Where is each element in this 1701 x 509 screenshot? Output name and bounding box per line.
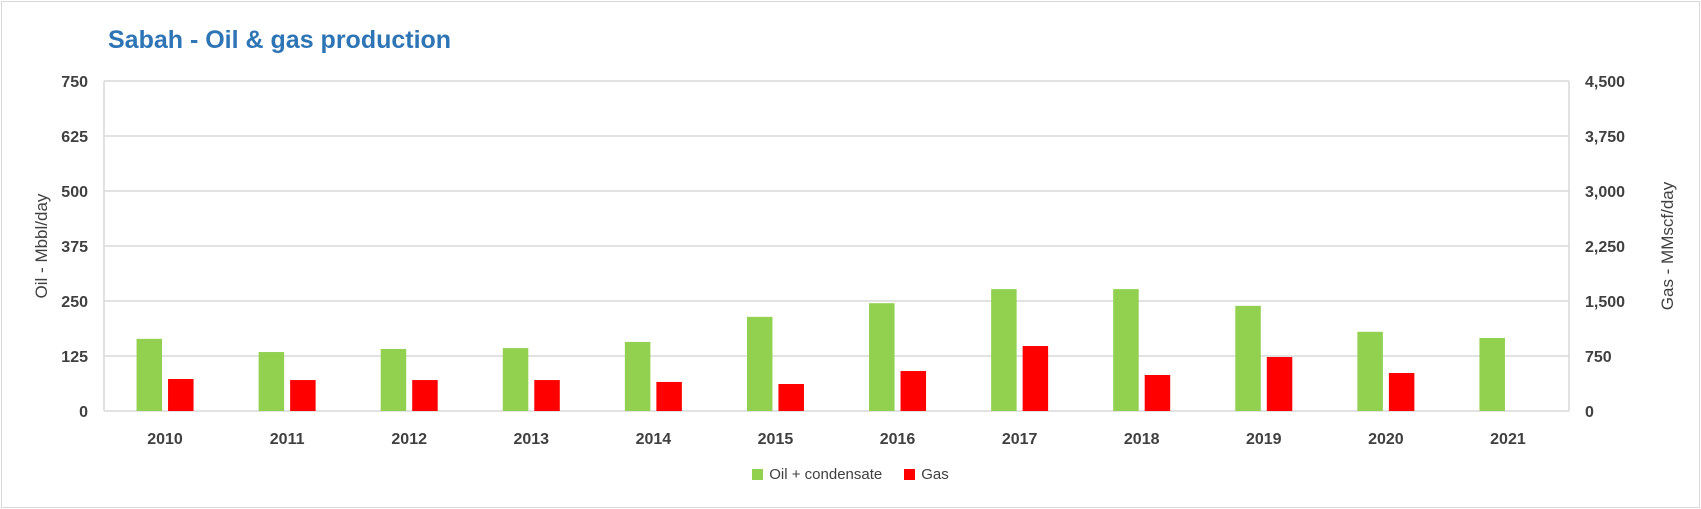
x-tick-label: 2015 [758,431,794,448]
legend-item-oil: Oil + condensate [752,466,882,483]
y2-tick-label: 3,000 [1585,184,1625,201]
legend-item-gas: Gas [904,466,949,483]
y2-tick-label: 3,750 [1585,129,1625,146]
bar-gas [168,379,194,411]
bar-oil [380,348,407,411]
x-tick-label: 2014 [636,431,672,448]
bar-gas [290,380,316,411]
bar-oil [1113,289,1139,411]
x-tick-label: 2010 [147,431,183,448]
bar-oil [136,338,163,411]
y2-tick-label: 750 [1585,349,1612,366]
bar-gas [1388,373,1415,411]
y-tick-label: 500 [61,184,88,201]
y-tick-label: 750 [61,74,88,91]
x-tick-label: 2019 [1246,431,1282,448]
legend: Oil + condensate Gas [0,466,1701,483]
x-tick-label: 2017 [1002,431,1038,448]
y-tick-label: 250 [61,294,88,311]
legend-label-oil: Oil + condensate [769,466,883,483]
x-tick-label: 2011 [270,431,305,448]
bar-oil [1479,337,1505,411]
legend-swatch-oil [752,469,764,480]
bar-oil [991,289,1017,411]
y-tick-label: 375 [61,239,88,256]
bar-oil [624,341,651,411]
bar-gas [778,384,804,411]
bar-gas [534,380,560,411]
x-tick-label: 2016 [880,431,916,448]
bar-oil [869,303,895,411]
bar-oil [502,348,529,411]
x-tick-label: 2012 [391,431,427,448]
y-axis-label: Oil - Mbbl/day [32,193,51,299]
bar-oil [746,316,773,411]
x-tick-label: 2021 [1490,431,1526,448]
chart-title: Sabah - Oil & gas production [108,26,452,54]
bar-gas [900,371,927,411]
y2-tick-label: 1,500 [1585,294,1625,311]
legend-swatch-gas [904,469,916,480]
bar-oil [1235,305,1261,411]
x-tick-label: 2020 [1368,431,1404,448]
bar-gas [1266,357,1293,411]
x-tick-label: 2018 [1124,431,1160,448]
bar-oil [1357,331,1383,411]
y-tick-label: 125 [61,349,88,366]
y2-tick-label: 2,250 [1585,239,1625,256]
bar-oil [258,352,285,411]
bar-gas [656,381,682,411]
y2-axis-label: Gas - MMscf/day [1658,181,1677,311]
bar-gas [1144,374,1171,411]
bar-gas [1022,346,1049,411]
y2-tick-label: 4,500 [1585,74,1625,91]
y2-tick-label: 0 [1585,404,1594,421]
y-tick-label: 625 [61,129,88,146]
x-tick-label: 2013 [513,431,549,448]
bar-gas [412,380,438,411]
legend-label-gas: Gas [921,466,949,483]
y-tick-label: 0 [79,404,88,421]
